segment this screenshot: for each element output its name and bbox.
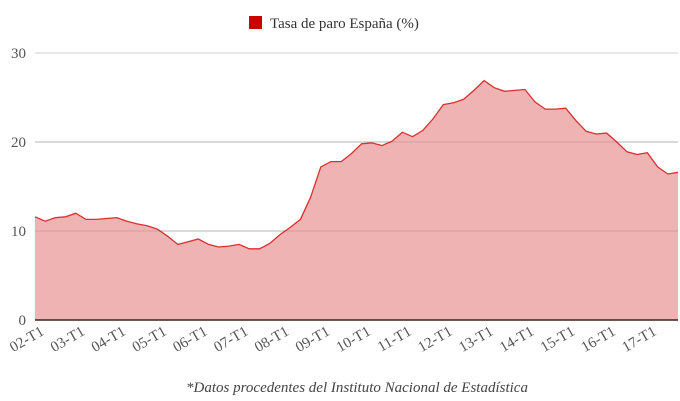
x-tick-label: 08-T1: [252, 324, 292, 356]
x-tick-label: 12-T1: [415, 324, 455, 356]
x-tick-label: 17-T1: [620, 324, 660, 356]
x-tick-label: 09-T1: [293, 324, 333, 356]
x-tick-label: 04-T1: [89, 324, 129, 356]
area-fill: [35, 80, 678, 320]
footnote: *Datos procedentes del Instituto Naciona…: [186, 380, 528, 396]
legend[interactable]: Tasa de paro España (%): [249, 16, 419, 32]
y-tick-label: 30: [11, 46, 26, 62]
x-tick-label: 05-T1: [130, 324, 170, 356]
x-tick-label: 13-T1: [456, 324, 496, 356]
legend-label: Tasa de paro España (%): [270, 16, 419, 32]
x-tick-label: 03-T1: [48, 324, 88, 356]
x-tick-label: 14-T1: [497, 324, 537, 356]
y-tick-label: 0: [19, 313, 27, 329]
x-tick-label: 15-T1: [538, 324, 578, 356]
series-line: [34, 79, 679, 250]
y-tick-label: 20: [11, 135, 26, 151]
x-tick-label: 16-T1: [579, 324, 619, 356]
x-tick-label: 10-T1: [334, 324, 374, 356]
y-tick-label: 10: [11, 224, 26, 240]
x-tick-label: 11-T1: [375, 324, 414, 356]
x-tick-label: 06-T1: [171, 324, 211, 356]
legend-swatch: [249, 16, 262, 29]
x-tick-label: 07-T1: [211, 324, 251, 356]
x-tick-label: 02-T1: [7, 324, 47, 356]
